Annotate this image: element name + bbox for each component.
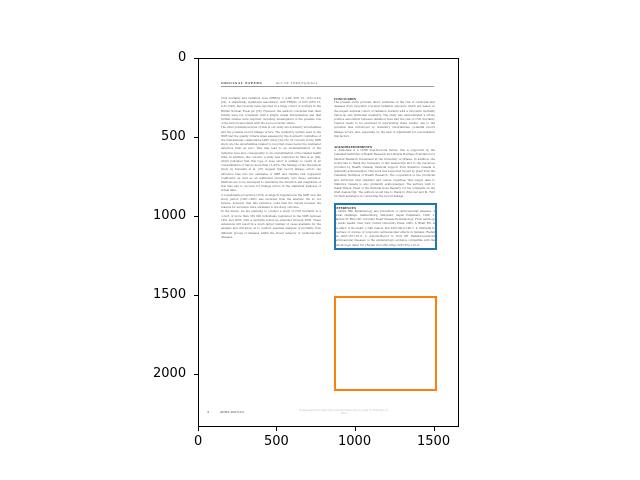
x-tick-mark <box>198 427 199 431</box>
x-tick-mark <box>355 427 356 431</box>
footer-journal-number: ANNX 2007(21) <box>219 410 245 414</box>
running-head-title: ORIGINAL PAPERS <box>221 81 263 85</box>
download-watermark: Downloaded from http://rpd.oxfordjournal… <box>299 409 389 415</box>
y-tick-label: 1000 <box>153 208 187 223</box>
conclusion-text: The present study provides direct estima… <box>334 101 435 138</box>
paragraph: The other potential sources of bias in o… <box>221 126 321 193</box>
y-tick-mark <box>194 295 198 296</box>
footer-page-number: 4 <box>207 410 209 414</box>
acknowledgements-highlight-box <box>334 203 437 250</box>
conclusion-heading: CONCLUSION <box>334 97 357 101</box>
paragraph: In the future, we are planning to conduc… <box>221 210 321 239</box>
x-tick-label: 1000 <box>338 434 372 449</box>
references-text: 1. Cardis HM. Epidemiology and preventio… <box>334 209 435 247</box>
y-tick-mark <box>194 58 198 59</box>
references-heading: REFERENCES <box>334 205 356 210</box>
paragraph: CVD mortality and radiation dose (ERR/Sv… <box>221 97 321 126</box>
y-tick-mark <box>194 216 198 217</box>
paragraph: A considerable proportion (25%) of subje… <box>221 193 321 210</box>
document-page: ORIGINAL PAPERS doi:10.1093/rpd/ncs CVD … <box>199 59 458 426</box>
acknowledgements-heading: ACKNOWLEDGEMENTS <box>334 145 372 150</box>
y-tick-label: 2000 <box>153 366 187 381</box>
running-head: ORIGINAL PAPERS doi:10.1093/rpd/ncs <box>221 81 318 85</box>
left-column: CVD mortality and radiation dose (ERR/Sv… <box>221 97 321 404</box>
page-footer: 4 ANNX 2007(21) <box>207 410 244 414</box>
y-tick-label: 1500 <box>153 287 187 302</box>
x-tick-label: 0 <box>194 434 203 449</box>
x-tick-mark <box>434 427 435 431</box>
acknowledgements-text: A. Zablotska is a CIHR Post-Doctoral Fel… <box>334 149 435 199</box>
header-rule <box>221 86 434 87</box>
x-tick-label: 500 <box>264 434 289 449</box>
right-column: CONCLUSION The present study provides di… <box>334 97 435 407</box>
plot-axes: ORIGINAL PAPERS doi:10.1093/rpd/ncs CVD … <box>198 58 459 427</box>
x-tick-mark <box>276 427 277 431</box>
y-tick-mark <box>194 374 198 375</box>
y-tick-label: 0 <box>178 50 187 65</box>
y-tick-mark <box>194 137 198 138</box>
references-highlight-box <box>334 296 437 391</box>
y-tick-label: 500 <box>161 129 186 144</box>
running-head-doi: doi:10.1093/rpd/ncs <box>275 81 318 85</box>
x-tick-label: 1500 <box>417 434 451 449</box>
